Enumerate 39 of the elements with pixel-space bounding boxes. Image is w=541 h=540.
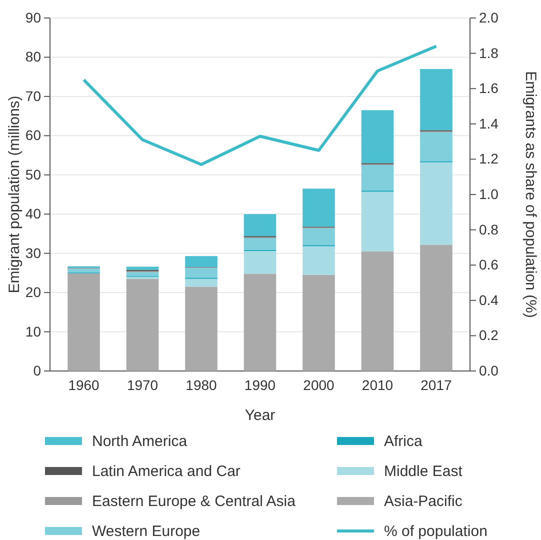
x-tick-label: 2000 — [303, 376, 335, 393]
legend-label: Middle East — [384, 463, 464, 480]
y2-tick-label: 1.2 — [479, 150, 499, 167]
x-tick-label: 1990 — [244, 376, 276, 393]
y-tick-label: 30 — [25, 244, 42, 261]
y-axis-title: Emigrant population (millions) — [6, 96, 23, 294]
x-tick-label: 1960 — [68, 376, 100, 393]
y-tick-label: 10 — [25, 323, 42, 340]
x-tick-label: 2010 — [362, 376, 394, 393]
y-tick-label: 80 — [25, 48, 42, 65]
legend-label: Western Europe — [92, 523, 200, 540]
y2-axis-title: Emigrants as share of population (%) — [522, 71, 539, 318]
y2-tick-label: 1.4 — [479, 115, 499, 132]
y-tick-label: 70 — [25, 88, 42, 104]
legend-label: Africa — [384, 433, 423, 450]
y2-tick-label: 0.2 — [479, 327, 499, 344]
y2-tick-label: 0.6 — [479, 256, 499, 273]
y-tick-label: 0 — [33, 362, 42, 378]
y-tick-label: 50 — [25, 166, 42, 182]
x-tick-label: 1970 — [126, 376, 158, 393]
legend-label: Eastern Europe & Central Asia — [92, 493, 296, 510]
y-tick-label: 60 — [25, 127, 42, 144]
legend-label: Asia-Pacific — [384, 493, 463, 510]
legend-label: North America — [92, 433, 188, 450]
y-tick-label: 20 — [25, 284, 42, 300]
y2-tick-label: 1.0 — [479, 186, 499, 202]
y2-tick-label: 2.0 — [479, 9, 499, 26]
y2-tick-label: 0.0 — [479, 362, 499, 378]
legend-label: Latin America and Car — [92, 463, 240, 480]
y-tick-label: 90 — [25, 9, 42, 26]
legend-label: % of population — [384, 523, 488, 540]
y2-tick-label: 0.8 — [479, 221, 499, 238]
y2-tick-label: 0.4 — [479, 292, 499, 308]
y2-tick-label: 1.8 — [479, 44, 499, 61]
y2-tick-label: 1.6 — [479, 80, 499, 96]
x-tick-label: 2017 — [420, 376, 452, 393]
x-axis-title: Year — [244, 407, 276, 424]
y-tick-label: 40 — [25, 206, 42, 222]
x-tick-label: 1980 — [186, 376, 218, 393]
